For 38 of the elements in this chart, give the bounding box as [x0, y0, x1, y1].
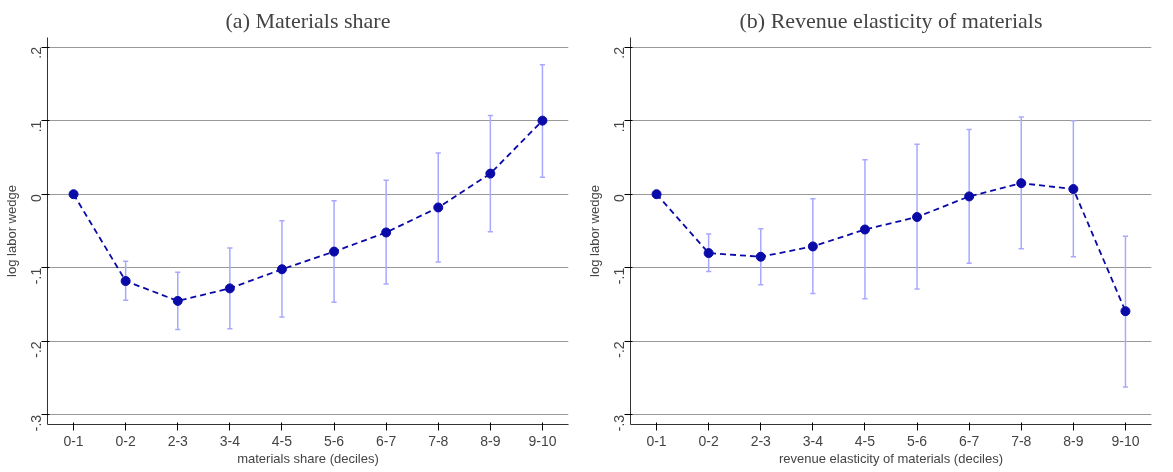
x-tick-label: 5-6 — [906, 432, 928, 449]
x-tick-label: 3-4 — [219, 432, 241, 449]
x-tick-label: 0-2 — [698, 432, 719, 449]
x-tick-label: 7-8 — [1011, 432, 1032, 449]
chart-title: (a) Materials share — [225, 7, 391, 33]
x-tick-label: 5-6 — [323, 432, 345, 449]
y-tick-label: -.3 — [611, 414, 628, 432]
x-tick-label: 4-5 — [271, 432, 293, 449]
x-tick-label: 7-8 — [428, 432, 449, 449]
y-tick-label: -.1 — [28, 267, 45, 285]
chart-title: (b) Revenue elasticity of materials — [739, 7, 1043, 33]
y-tick-label: .2 — [611, 46, 628, 59]
x-tick-label: 0-2 — [115, 432, 136, 449]
x-tick-label: 0-1 — [646, 432, 667, 449]
y-tick-label: .2 — [28, 46, 45, 59]
x-tick-label: 2-3 — [750, 432, 772, 449]
y-tick-label: -.3 — [28, 414, 45, 432]
y-tick-label: -.2 — [28, 341, 45, 358]
x-tick-label: 6-7 — [376, 432, 397, 449]
x-tick-label: 0-1 — [63, 432, 84, 449]
x-tick-label: 6-7 — [959, 432, 980, 449]
x-tick-label: 2-3 — [167, 432, 189, 449]
y-tick-label: -.1 — [611, 267, 628, 285]
y-tick-label: .1 — [611, 120, 628, 133]
y-axis-title: log labor wedge — [3, 185, 19, 277]
x-axis-title: revenue elasticity of materials (deciles) — [779, 450, 1003, 466]
x-tick-label: 9-10 — [528, 432, 557, 449]
y-tick-label: 0 — [28, 194, 45, 202]
x-tick-label: 8-9 — [1063, 432, 1084, 449]
y-tick-label: .1 — [28, 120, 45, 133]
x-tick-label: 9-10 — [1111, 432, 1140, 449]
x-axis-title: materials share (deciles) — [237, 450, 379, 466]
x-tick-label: 3-4 — [802, 432, 824, 449]
y-axis-title: log labor wedge — [586, 185, 602, 277]
x-tick-label: 4-5 — [854, 432, 876, 449]
y-tick-label: 0 — [611, 194, 628, 202]
y-tick-label: -.2 — [611, 341, 628, 358]
x-tick-label: 8-9 — [480, 432, 501, 449]
